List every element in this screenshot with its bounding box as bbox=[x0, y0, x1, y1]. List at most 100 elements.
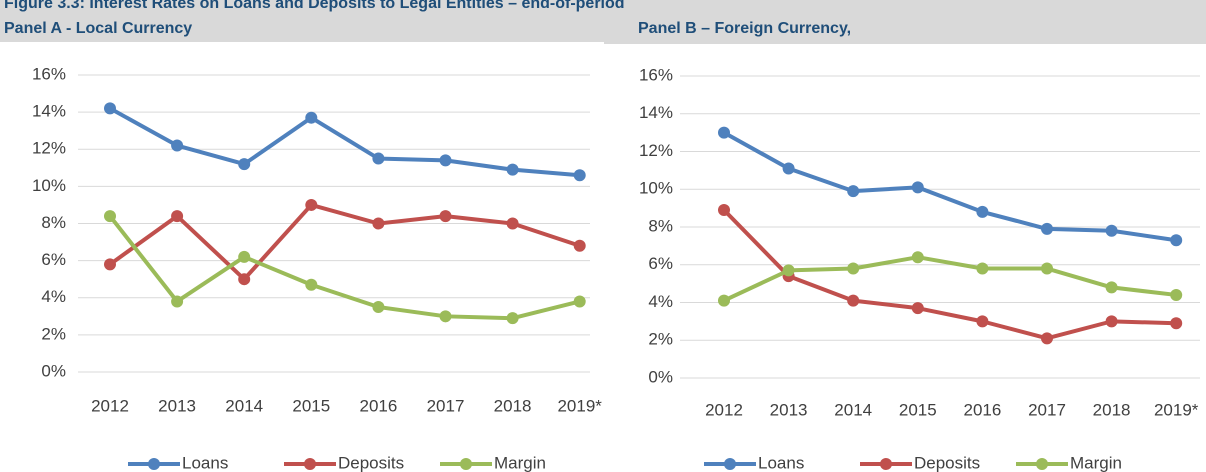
y-tick-label: 16% bbox=[32, 64, 66, 83]
point bbox=[911, 302, 924, 315]
point bbox=[238, 273, 251, 286]
point bbox=[305, 278, 318, 291]
header-rule bbox=[604, 42, 1206, 44]
y-tick-label: 16% bbox=[639, 65, 673, 84]
point bbox=[171, 210, 184, 223]
x-tick-label: 2012 bbox=[705, 400, 743, 419]
point bbox=[976, 205, 989, 218]
point bbox=[171, 295, 184, 308]
point bbox=[305, 111, 318, 124]
panel-title: Panel A - Local Currency bbox=[4, 20, 192, 37]
y-tick-label: 12% bbox=[639, 141, 673, 160]
point bbox=[911, 251, 924, 264]
point bbox=[305, 198, 318, 211]
legend-label: Deposits bbox=[338, 453, 404, 472]
series-line bbox=[722, 208, 1177, 341]
point bbox=[439, 210, 452, 223]
y-tick-label: 14% bbox=[639, 103, 673, 122]
series-line bbox=[108, 214, 581, 321]
y-tick-label: 0% bbox=[648, 367, 673, 386]
y-tick-label: 12% bbox=[32, 139, 66, 158]
legend-marker bbox=[1036, 458, 1048, 470]
point bbox=[238, 158, 251, 171]
legend-label: Loans bbox=[758, 453, 804, 472]
point bbox=[782, 162, 795, 175]
panel-title: Panel B – Foreign Currency, bbox=[638, 20, 851, 37]
x-tick-label: 2016 bbox=[963, 400, 1001, 419]
x-tick-label: 2012 bbox=[91, 396, 129, 415]
legend-marker bbox=[880, 458, 892, 470]
point bbox=[573, 239, 586, 252]
point bbox=[439, 310, 452, 323]
figure-title: Figure 3.3: Interest Rates on Loans and … bbox=[4, 0, 625, 12]
y-tick-label: 14% bbox=[32, 102, 66, 121]
x-tick-label: 2014 bbox=[834, 400, 872, 419]
y-tick-label: 2% bbox=[41, 324, 66, 343]
legend-marker bbox=[304, 458, 316, 470]
y-tick-label: 8% bbox=[41, 213, 66, 232]
legend-marker bbox=[460, 458, 472, 470]
y-tick-label: 2% bbox=[648, 330, 673, 349]
legend-label: Margin bbox=[494, 453, 546, 472]
point bbox=[847, 294, 860, 307]
point bbox=[976, 262, 989, 275]
point bbox=[1105, 224, 1118, 237]
x-tick-label: 2017 bbox=[1028, 400, 1066, 419]
point bbox=[847, 262, 860, 275]
y-tick-label: 6% bbox=[41, 250, 66, 269]
x-tick-label: 2013 bbox=[158, 396, 196, 415]
point bbox=[718, 204, 730, 217]
y-tick-label: 10% bbox=[639, 179, 673, 198]
legend-label: Margin bbox=[1070, 453, 1122, 472]
legend-marker bbox=[148, 458, 160, 470]
point bbox=[372, 301, 385, 314]
x-tick-label: 2018 bbox=[1093, 400, 1131, 419]
point bbox=[506, 312, 519, 325]
point bbox=[1170, 288, 1183, 301]
point bbox=[104, 258, 116, 271]
point bbox=[171, 139, 184, 152]
point bbox=[104, 210, 116, 223]
x-tick-label: 2014 bbox=[225, 396, 263, 415]
x-tick-label: 2019* bbox=[1154, 400, 1199, 419]
point bbox=[238, 250, 251, 263]
point bbox=[1041, 262, 1053, 275]
x-tick-label: 2018 bbox=[494, 396, 532, 415]
x-tick-label: 2016 bbox=[359, 396, 397, 415]
legend-label: Deposits bbox=[914, 453, 980, 472]
point bbox=[1041, 332, 1053, 345]
point bbox=[104, 102, 116, 115]
point bbox=[573, 295, 586, 308]
point bbox=[506, 217, 519, 230]
x-tick-label: 2015 bbox=[292, 396, 330, 415]
legend-label: Loans bbox=[182, 453, 228, 472]
point bbox=[439, 154, 452, 167]
x-tick-label: 2017 bbox=[427, 396, 465, 415]
series-line bbox=[723, 130, 1177, 243]
legend-marker bbox=[724, 458, 736, 470]
header-band bbox=[0, 0, 1206, 42]
point bbox=[573, 169, 586, 182]
point bbox=[1170, 317, 1183, 330]
point bbox=[1105, 315, 1118, 328]
point bbox=[372, 217, 385, 230]
point bbox=[718, 126, 730, 139]
point bbox=[782, 264, 795, 277]
point bbox=[506, 163, 519, 176]
y-tick-label: 0% bbox=[41, 361, 66, 380]
y-tick-label: 8% bbox=[648, 216, 673, 235]
point bbox=[372, 152, 385, 165]
x-tick-label: 2013 bbox=[770, 400, 808, 419]
y-tick-label: 6% bbox=[648, 254, 673, 273]
y-tick-label: 4% bbox=[41, 287, 66, 306]
point bbox=[718, 294, 730, 307]
series-line bbox=[109, 106, 580, 178]
point bbox=[1105, 281, 1118, 294]
y-tick-label: 10% bbox=[32, 176, 66, 195]
x-tick-label: 2019* bbox=[557, 396, 602, 415]
series-line bbox=[108, 202, 581, 282]
point bbox=[976, 315, 989, 328]
x-tick-label: 2015 bbox=[899, 400, 937, 419]
y-tick-label: 4% bbox=[648, 292, 673, 311]
